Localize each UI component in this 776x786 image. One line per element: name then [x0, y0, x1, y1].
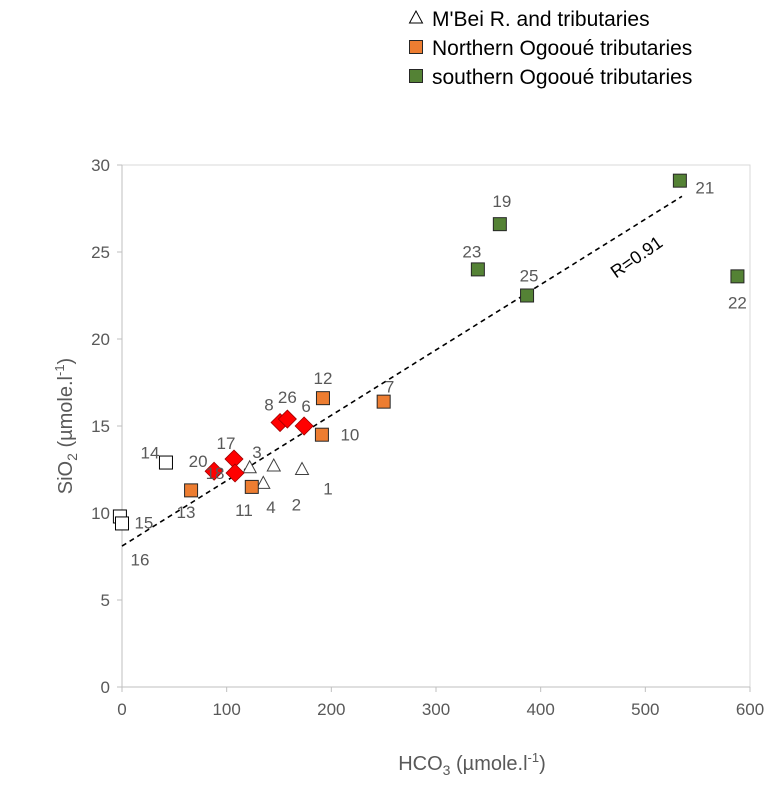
point-label-13: 13	[177, 503, 196, 522]
data-point-11	[244, 479, 259, 494]
data-point-3	[242, 459, 258, 474]
y-tick-label: 0	[101, 678, 110, 697]
data-point-2	[255, 475, 271, 489]
legend-marker-1	[409, 40, 423, 54]
x-axis-title: HCO3 (µmole.l-1)	[398, 750, 546, 778]
point-label-1: 1	[323, 480, 332, 499]
legend-label-2: southern Ogooué tributaries	[432, 66, 692, 89]
data-point-22	[730, 269, 745, 284]
point-label-12: 12	[313, 369, 332, 388]
y-tick-label: 30	[91, 156, 110, 175]
y-tick-label: 25	[91, 243, 110, 262]
data-point-26	[277, 409, 297, 429]
point-label-21: 21	[695, 179, 714, 198]
data-point-7	[376, 394, 391, 409]
data-point-16	[115, 516, 129, 531]
trendline-label: R=0.91	[607, 232, 666, 282]
y-tick-label: 15	[91, 417, 110, 436]
x-tick-label: 400	[526, 700, 554, 719]
trendline	[121, 195, 683, 547]
point-label-22: 22	[728, 293, 747, 312]
data-point-20	[204, 461, 224, 481]
y-tick-label: 10	[91, 504, 110, 523]
point-label-25: 25	[520, 267, 539, 286]
point-label-18: 18	[206, 464, 225, 483]
data-point-25	[520, 288, 535, 303]
legend-marker-2	[409, 69, 423, 83]
y-tick-label: 20	[91, 330, 110, 349]
axes: 0 100 200 300 400 500 600 0 5 10 15 20 25 30	[91, 156, 764, 719]
data-point-1	[294, 461, 310, 475]
legend-label-1: Northern Ogooué tributaries	[432, 37, 692, 60]
point-label-2: 2	[292, 495, 301, 514]
y-tick-label: 5	[101, 591, 110, 610]
data-point-13	[184, 483, 199, 498]
point-label-17: 17	[217, 434, 236, 453]
x-tick-label: 200	[317, 700, 345, 719]
point-label-10: 10	[340, 426, 359, 445]
x-tick-label: 500	[631, 700, 659, 719]
data-point-19	[492, 217, 507, 232]
data-point-23	[470, 262, 485, 277]
point-label-8: 8	[264, 396, 273, 415]
point-label-14: 14	[140, 444, 159, 463]
point-label-19: 19	[492, 192, 511, 211]
data-point-4	[266, 457, 282, 472]
data-point-18	[225, 463, 245, 483]
data-point-10	[314, 427, 329, 442]
data-point-21	[672, 173, 687, 188]
data-point-14	[158, 455, 173, 470]
point-label-15: 15	[134, 513, 153, 532]
point-label-26: 26	[278, 388, 297, 407]
point-label-16: 16	[131, 550, 150, 569]
point-label-7: 7	[385, 378, 394, 397]
y-axis-title: SiO2 (µmole.l-1)	[52, 358, 80, 494]
data-point-12	[315, 391, 330, 406]
data-points	[112, 173, 745, 531]
x-tick-label: 600	[736, 700, 764, 719]
point-label-3: 3	[252, 443, 261, 462]
point-label-23: 23	[462, 242, 481, 261]
legend-label-0: M'Bei R. and tributaries	[432, 8, 650, 31]
point-label-11: 11	[235, 501, 253, 520]
legend: M'Bei R. and tributaries Northern Ogooué …	[408, 8, 692, 89]
point-label-4: 4	[266, 498, 275, 517]
legend-marker-0	[408, 9, 424, 24]
point-label-6: 6	[301, 397, 310, 416]
trendline-group: R=0.91	[121, 195, 683, 547]
x-tick-label: 300	[422, 700, 450, 719]
x-tick-label: 100	[212, 700, 240, 719]
data-point-6	[294, 416, 314, 436]
x-tick-label: 0	[117, 700, 126, 719]
point-label-20: 20	[189, 452, 208, 471]
